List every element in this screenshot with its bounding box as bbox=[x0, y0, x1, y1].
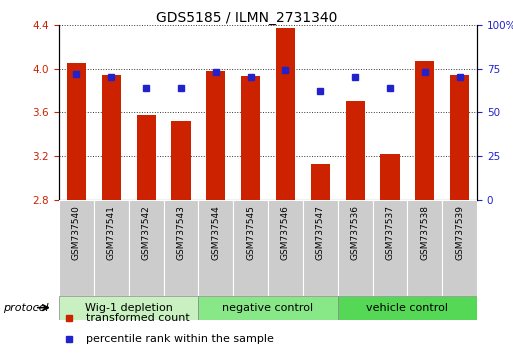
Text: Wig-1 depletion: Wig-1 depletion bbox=[85, 303, 172, 313]
Bar bbox=[442, 200, 477, 296]
Text: GSM737547: GSM737547 bbox=[316, 205, 325, 260]
Text: GSM737538: GSM737538 bbox=[420, 205, 429, 260]
Text: GSM737543: GSM737543 bbox=[176, 205, 185, 260]
Text: GSM737541: GSM737541 bbox=[107, 205, 116, 260]
Bar bbox=[381, 154, 400, 200]
Text: GSM737542: GSM737542 bbox=[142, 205, 151, 259]
Bar bbox=[311, 164, 330, 200]
Bar bbox=[171, 121, 190, 200]
Text: GSM737545: GSM737545 bbox=[246, 205, 255, 260]
Bar bbox=[199, 200, 233, 296]
Text: GSM737544: GSM737544 bbox=[211, 205, 220, 259]
Bar bbox=[164, 200, 199, 296]
Bar bbox=[136, 115, 155, 200]
Text: GSM737539: GSM737539 bbox=[455, 205, 464, 260]
Text: protocol: protocol bbox=[3, 303, 48, 313]
Bar bbox=[276, 28, 295, 200]
Text: GSM737546: GSM737546 bbox=[281, 205, 290, 260]
Text: transformed count: transformed count bbox=[86, 313, 190, 323]
Bar bbox=[450, 75, 469, 200]
Bar bbox=[303, 200, 338, 296]
Text: vehicle control: vehicle control bbox=[366, 303, 448, 313]
Bar bbox=[233, 200, 268, 296]
Bar bbox=[59, 200, 94, 296]
Bar bbox=[372, 200, 407, 296]
Bar bbox=[415, 61, 435, 200]
Bar bbox=[206, 71, 225, 200]
Bar bbox=[199, 296, 338, 320]
Text: GSM737540: GSM737540 bbox=[72, 205, 81, 260]
Bar bbox=[407, 200, 442, 296]
Bar bbox=[241, 76, 260, 200]
Bar bbox=[67, 63, 86, 200]
Bar bbox=[59, 296, 199, 320]
Text: percentile rank within the sample: percentile rank within the sample bbox=[86, 334, 274, 344]
Bar bbox=[338, 200, 372, 296]
Bar bbox=[129, 200, 164, 296]
Text: GSM737537: GSM737537 bbox=[385, 205, 394, 260]
Bar bbox=[102, 75, 121, 200]
Text: GDS5185 / ILMN_2731340: GDS5185 / ILMN_2731340 bbox=[156, 11, 338, 25]
Bar bbox=[268, 200, 303, 296]
Text: GSM737536: GSM737536 bbox=[351, 205, 360, 260]
Bar bbox=[346, 102, 365, 200]
Bar bbox=[338, 296, 477, 320]
Bar bbox=[94, 200, 129, 296]
Text: negative control: negative control bbox=[223, 303, 313, 313]
